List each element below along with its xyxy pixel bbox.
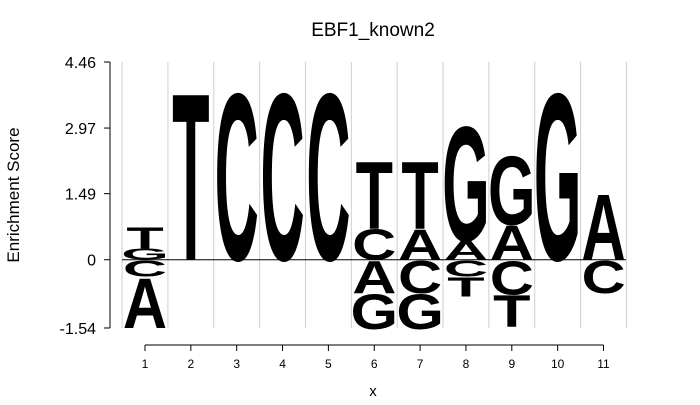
grid-lines <box>121 62 627 328</box>
logo-letter-T: T <box>356 142 393 250</box>
logo-letter-G: G <box>442 94 490 277</box>
logo-letter-C: C <box>352 221 396 270</box>
logo-letter-G: G <box>350 283 398 340</box>
logo-letter-A: A <box>444 235 488 265</box>
x-tick-label: 10 <box>551 357 565 371</box>
logo-letter-T: T <box>447 272 484 303</box>
x-tick-label: 11 <box>597 357 610 371</box>
y-axis: 4.46 2.97 1.49 0 -1.54 <box>60 55 111 338</box>
x-tick-label: 1 <box>142 357 149 371</box>
logo-letter-T: T <box>126 221 164 256</box>
x-tick-label: 6 <box>371 357 378 371</box>
x-tick-label: 4 <box>279 357 286 371</box>
logo-letter-A: A <box>490 216 534 271</box>
logo-letter-C: C <box>581 251 625 303</box>
x-tick-label: 2 <box>188 357 195 371</box>
logo-letter-C: C <box>215 43 259 310</box>
logo-letter-T: T <box>493 286 530 337</box>
logo-letter-T: T <box>172 43 209 310</box>
logo-letter-G: G <box>396 283 444 340</box>
chart-title: EBF1_known2 <box>311 20 435 41</box>
logo-letter-G: G <box>534 43 582 310</box>
logo-letter-T: T <box>401 142 438 250</box>
logo-letter-G: G <box>121 246 169 263</box>
x-tick-label: 9 <box>508 357 515 371</box>
logo-letter-C: C <box>260 43 304 310</box>
x-tick-label: 7 <box>417 357 424 371</box>
y-tick-label: 4.46 <box>65 55 96 72</box>
x-tick-label: 3 <box>233 357 240 371</box>
y-tick-label: -1.54 <box>60 321 97 338</box>
x-tick-label: 8 <box>463 357 470 371</box>
logo-letter-A: A <box>581 174 625 280</box>
y-tick-label: 2.97 <box>65 121 96 138</box>
logo-letter-C: C <box>306 43 350 310</box>
y-tick-label: 1.49 <box>65 187 96 204</box>
x-axis: 1 2 3 4 5 6 7 8 9 10 11 <box>142 344 610 371</box>
logo-letter-G: G <box>488 137 536 246</box>
logo-letter-A: A <box>123 264 167 344</box>
y-axis-label: Enrichment Score <box>4 127 23 262</box>
logo-letter-A: A <box>398 221 442 270</box>
x-axis-label: x <box>369 383 377 400</box>
x-tick-label: 5 <box>325 357 332 371</box>
y-tick-label: 0 <box>87 253 96 270</box>
